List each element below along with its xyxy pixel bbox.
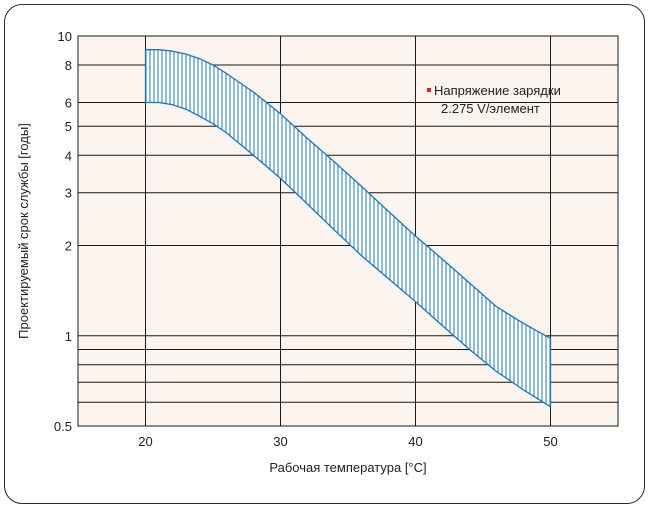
y-tick-label: 4 <box>65 148 72 163</box>
x-tick-label: 20 <box>138 434 152 449</box>
y-tick-label: 5 <box>65 119 72 134</box>
legend-marker <box>427 88 431 92</box>
legend-line-1: Напряжение зарядки <box>434 83 561 98</box>
plot-border <box>77 35 619 427</box>
y-tick-label: 3 <box>65 186 72 201</box>
y-tick-label: 0.5 <box>54 419 72 434</box>
chart-frame <box>4 4 645 504</box>
x-tick-label: 30 <box>273 434 287 449</box>
legend-line-2: 2.275 V/элемент <box>441 101 540 116</box>
x-tick-label: 50 <box>543 434 557 449</box>
y-tick-label: 10 <box>58 29 72 44</box>
y-tick-label: 6 <box>65 96 72 111</box>
x-axis-label: Рабочая температура [°C] <box>269 460 426 475</box>
life-expectancy-band <box>144 49 552 408</box>
y-axis-label: Проектируемый срок службы [годы] <box>16 123 31 339</box>
band-layer <box>144 49 552 408</box>
x-tick-label: 40 <box>408 434 422 449</box>
y-tick-label: 8 <box>65 58 72 73</box>
tick-labels: 0.5 1 2 3 4 5 6 8 10 20 30 40 50 <box>54 29 558 449</box>
legend: Напряжение зарядки 2.275 V/элемент <box>427 83 561 116</box>
y-tick-label: 1 <box>65 329 72 344</box>
y-tick-label: 2 <box>65 239 72 254</box>
